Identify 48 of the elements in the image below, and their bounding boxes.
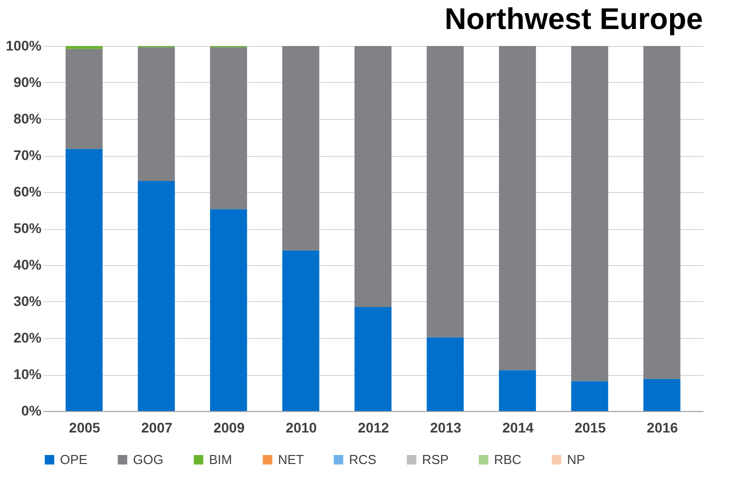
bar bbox=[571, 46, 608, 382]
y-tick-label: 90% bbox=[13, 74, 42, 90]
bar bbox=[498, 46, 536, 370]
legend-label: NP bbox=[567, 452, 586, 467]
bar bbox=[571, 381, 608, 411]
x-tick-label: 2015 bbox=[574, 420, 606, 436]
bar bbox=[66, 48, 103, 149]
x-tick-label: 2014 bbox=[502, 420, 534, 436]
x-tick-label: 2012 bbox=[358, 420, 390, 436]
bar bbox=[498, 370, 536, 411]
bar bbox=[66, 148, 103, 411]
legend-label: NET bbox=[278, 452, 304, 467]
x-tick-label: 2016 bbox=[646, 420, 678, 436]
bar bbox=[66, 46, 103, 49]
y-tick-label: 40% bbox=[13, 256, 42, 272]
x-tick-label: 2013 bbox=[430, 420, 462, 436]
bar bbox=[643, 46, 680, 379]
bar bbox=[643, 378, 680, 411]
legend-label: BIM bbox=[209, 452, 232, 467]
bar bbox=[210, 209, 248, 411]
bar bbox=[354, 46, 392, 307]
x-tick-label: 2010 bbox=[286, 420, 318, 436]
chart-title: Northwest Europe bbox=[444, 3, 703, 36]
y-tick-label: 0% bbox=[21, 402, 42, 418]
bar bbox=[426, 46, 464, 338]
y-tick-label: 10% bbox=[13, 366, 42, 382]
bar bbox=[138, 181, 175, 411]
y-tick-label: 70% bbox=[13, 147, 42, 163]
y-tick-label: 60% bbox=[13, 184, 42, 200]
bar bbox=[210, 47, 248, 210]
legend-label: GOG bbox=[133, 452, 164, 467]
x-tick-label: 2007 bbox=[141, 420, 173, 436]
bar bbox=[282, 250, 320, 411]
legend-label: RBC bbox=[494, 452, 522, 467]
legend-label: RSP bbox=[422, 452, 449, 467]
x-tick-label: 2005 bbox=[69, 420, 100, 436]
y-tick-label: 20% bbox=[13, 330, 42, 346]
legend-label: OPE bbox=[60, 452, 88, 467]
bar bbox=[354, 306, 392, 411]
y-tick-label: 80% bbox=[13, 110, 42, 126]
y-tick-label: 30% bbox=[13, 293, 42, 309]
bar bbox=[282, 46, 320, 250]
bar bbox=[426, 337, 464, 411]
x-tick-label: 2009 bbox=[213, 420, 245, 436]
bar bbox=[138, 47, 175, 182]
legend-label: RCS bbox=[349, 452, 377, 467]
y-tick-label: 100% bbox=[6, 38, 42, 54]
y-tick-label: 50% bbox=[13, 220, 42, 236]
